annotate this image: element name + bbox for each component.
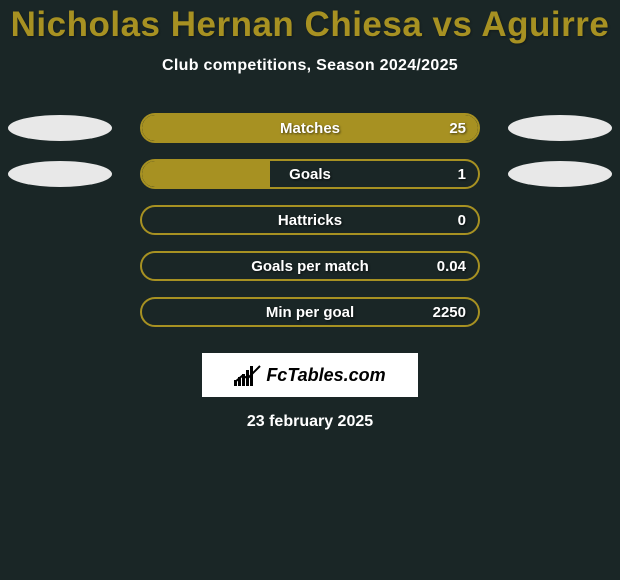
- footer-logo-text: FcTables.com: [266, 365, 385, 386]
- trend-line-icon: [234, 364, 262, 386]
- stat-label: Goals per match: [251, 258, 369, 275]
- stat-value: 0.04: [437, 258, 466, 275]
- subtitle: Club competitions, Season 2024/2025: [0, 57, 620, 75]
- left-ellipse: [8, 115, 112, 141]
- stats-chart: Matches 25 Goals 1 Hattricks 0 Goals per match…: [0, 105, 620, 335]
- page-title: Nicholas Hernan Chiesa vs Aguirre: [0, 0, 620, 45]
- right-ellipse: [508, 161, 612, 187]
- stat-value: 25: [449, 120, 466, 137]
- stat-label: Matches: [280, 120, 340, 137]
- stat-bar: Hattricks 0: [140, 205, 480, 235]
- date-text: 23 february 2025: [0, 413, 620, 431]
- stat-value: 0: [458, 212, 466, 229]
- stat-row: Goals per match 0.04: [0, 243, 620, 289]
- stat-label: Hattricks: [278, 212, 342, 229]
- stat-value: 2250: [433, 304, 466, 321]
- stat-bar: Goals per match 0.04: [140, 251, 480, 281]
- bar-chart-icon: [234, 364, 262, 386]
- stat-row: Hattricks 0: [0, 197, 620, 243]
- left-ellipse: [8, 161, 112, 187]
- stat-bar: Min per goal 2250: [140, 297, 480, 327]
- stat-row: Goals 1: [0, 151, 620, 197]
- stat-bar: Goals 1: [140, 159, 480, 189]
- stat-row: Matches 25: [0, 105, 620, 151]
- stat-label: Goals: [289, 166, 331, 183]
- stat-row: Min per goal 2250: [0, 289, 620, 335]
- stat-bar-fill: [142, 161, 270, 187]
- footer-logo: FcTables.com: [202, 353, 418, 397]
- stat-bar: Matches 25: [140, 113, 480, 143]
- right-ellipse: [508, 115, 612, 141]
- stat-label: Min per goal: [266, 304, 354, 321]
- stat-value: 1: [458, 166, 466, 183]
